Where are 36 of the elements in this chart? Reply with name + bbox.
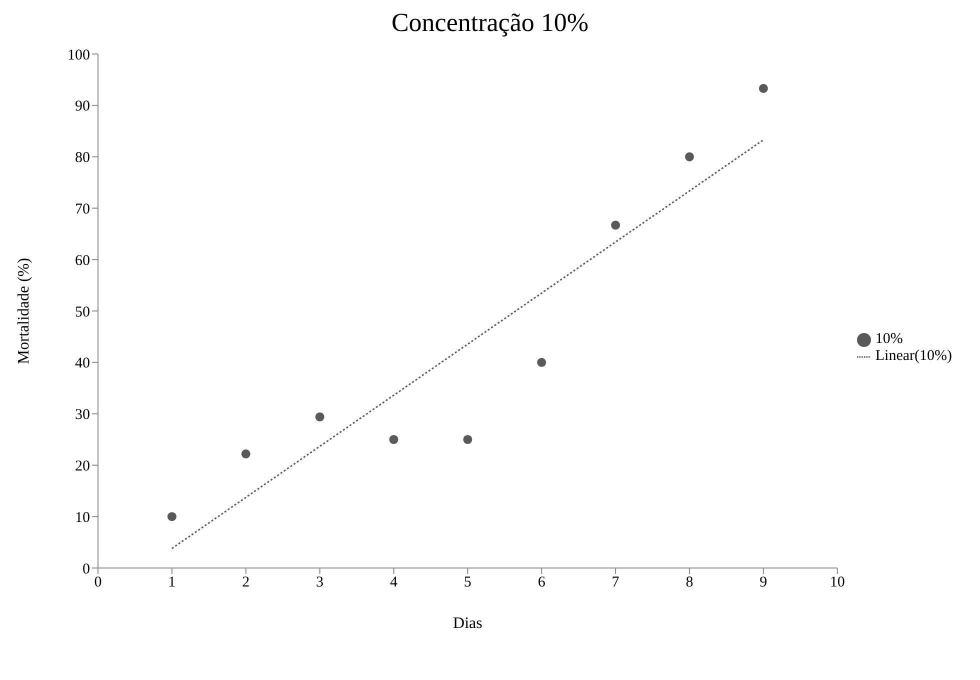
x-tick-label: 7 [612,574,620,591]
point [315,412,324,422]
x-tick-label: 5 [464,574,472,591]
y-tick-label: 80 [75,150,90,166]
y-tick-label: 20 [75,458,90,475]
chart-title: Concentração 10% [390,8,590,38]
point [611,220,620,230]
x-tick-label: 6 [538,574,546,591]
point [241,449,250,458]
x-tick-label: 9 [760,574,768,591]
x-tick-label: 3 [316,574,324,591]
x-tick-label: 1 [168,574,176,591]
y-tick-label: 40 [75,356,90,372]
x-tick-label: 4 [390,574,398,591]
x-axis-title: Dias [453,615,482,632]
point [389,434,398,444]
legend-label: Linear(10%) [875,348,952,364]
point [463,434,472,444]
point [758,84,768,93]
y-axis-title: Mortalidade (%) [16,258,33,364]
y-tick-label: 100 [68,47,90,64]
y-tick-label: 70 [75,202,90,218]
x-tick-label: 0 [94,574,102,591]
y-tick-label: 50 [75,304,90,320]
point [684,152,694,162]
y-tick-label: 10 [75,510,90,526]
x-tick-label: 10 [830,574,845,591]
point [537,358,546,367]
y-tick-label: 0 [82,561,90,578]
point [167,512,176,522]
y-tick-label: 90 [75,98,90,115]
legend-label: 10% [875,331,903,347]
x-tick-label: 2 [242,574,250,591]
y-tick-label: 30 [75,407,90,424]
x-tick-label: 8 [686,574,694,591]
y-tick-label: 60 [75,252,90,269]
